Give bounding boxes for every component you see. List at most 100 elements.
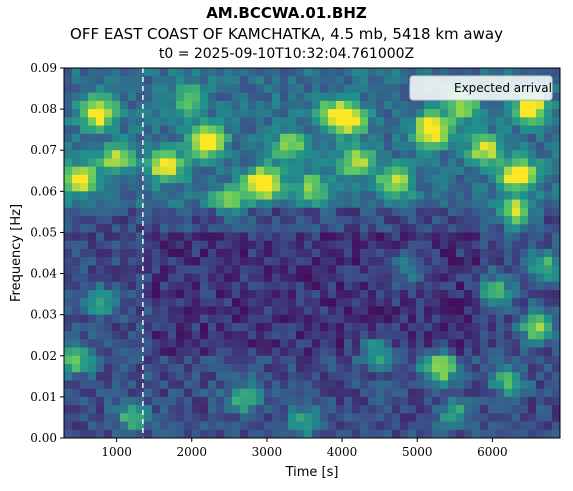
heatmap-cell [480,125,489,135]
heatmap-cell [296,125,305,135]
heatmap-cell [336,240,345,250]
heatmap-cell [168,429,177,438]
heatmap-cell [112,380,121,390]
heatmap-cell [408,396,417,406]
heatmap-cell [432,158,441,168]
heatmap-cell [496,306,505,316]
heatmap-cell [296,290,305,299]
heatmap-cell [504,199,513,209]
heatmap-cell [480,322,489,332]
heatmap-cell [128,290,137,299]
heatmap-cell [96,183,105,192]
heatmap-cell [152,306,161,316]
heatmap-cell [128,257,137,266]
heatmap-cell [512,413,521,423]
heatmap-cell [520,166,529,176]
heatmap-cell [416,191,425,201]
heatmap-cell [424,224,433,234]
heatmap-cell [208,339,217,349]
heatmap-cell [424,199,433,209]
heatmap-cell [352,142,361,151]
heatmap-cell [88,84,97,94]
heatmap-cell [216,150,225,160]
heatmap-cell [64,133,73,143]
heatmap-cell [272,240,281,250]
heatmap-cell [424,290,433,299]
heatmap-cell [248,158,257,168]
heatmap-cell [64,429,73,438]
heatmap-cell [440,109,449,118]
heatmap-cell [192,413,201,423]
heatmap-cell [336,339,345,349]
heatmap-cell [488,290,497,299]
heatmap-cell [240,100,249,110]
heatmap-cell [448,298,457,308]
heatmap-cell [440,125,449,135]
heatmap-cell [480,396,489,406]
heatmap-cell [336,117,345,127]
heatmap-cell [344,413,353,423]
heatmap-cell [448,314,457,324]
heatmap-cell [144,298,153,308]
heatmap-cell [128,199,137,209]
heatmap-cell [504,68,513,77]
heatmap-cell [336,396,345,406]
heatmap-cell [496,207,505,217]
heatmap-cell [160,380,169,390]
heatmap-cell [448,429,457,438]
heatmap-cell [448,405,457,414]
heatmap-cell [408,257,417,266]
heatmap-cell [168,405,177,414]
heatmap-cell [64,183,73,192]
heatmap-cell [536,388,545,398]
heatmap-cell [184,150,193,160]
heatmap-cell [72,199,81,209]
heatmap-cell [96,347,105,357]
heatmap-cell [232,232,241,242]
heatmap-cell [328,306,337,316]
heatmap-cell [552,158,560,168]
heatmap-cell [328,109,337,118]
heatmap-cell [520,396,529,406]
heatmap-cell [280,372,289,382]
heatmap-cell [64,396,73,406]
heatmap-cell [304,429,313,438]
heatmap-cell [360,331,369,340]
heatmap-cell [488,298,497,308]
heatmap-cell [552,183,560,192]
heatmap-cell [480,133,489,143]
heatmap-cell [208,240,217,250]
heatmap-cell [360,281,369,291]
heatmap-cell [240,92,249,102]
heatmap-cell [184,380,193,390]
heatmap-cell [264,158,273,168]
heatmap-cell [488,265,497,275]
heatmap-cell [488,248,497,258]
heatmap-cell [456,68,465,77]
heatmap-cell [272,207,281,217]
heatmap-cell [216,355,225,365]
heatmap-cell [424,388,433,398]
heatmap-cell [96,257,105,266]
heatmap-cell [320,421,329,431]
heatmap-cell [320,273,329,283]
heatmap-cell [136,429,145,438]
heatmap-cell [400,207,409,217]
heatmap-cell [232,380,241,390]
heatmap-cell [88,158,97,168]
heatmap-cell [456,273,465,283]
heatmap-cell [192,174,201,184]
heatmap-cell [152,76,161,86]
heatmap-cell [136,150,145,160]
heatmap-cell [472,216,481,225]
heatmap-cell [144,421,153,431]
heatmap-cell [336,421,345,431]
heatmap-cell [168,142,177,151]
heatmap-cell [176,117,185,127]
heatmap-cell [168,257,177,266]
heatmap-cell [208,216,217,225]
heatmap-cell [64,257,73,266]
heatmap-cell [296,174,305,184]
heatmap-cell [216,125,225,135]
heatmap-cell [80,388,89,398]
